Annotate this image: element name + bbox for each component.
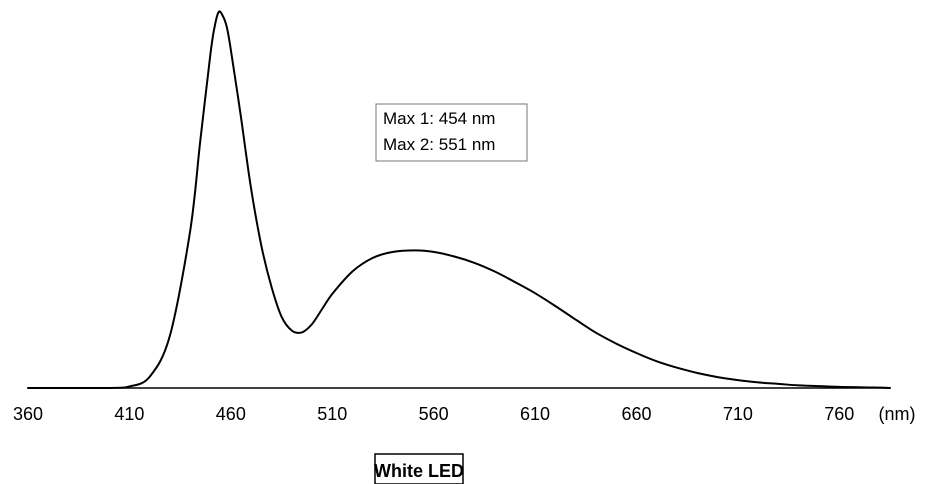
x-tick-label: 410 bbox=[114, 404, 144, 424]
max1-annotation: Max 1: 454 nm bbox=[383, 109, 495, 128]
chart-title-border bbox=[374, 453, 464, 484]
spectrum-curve bbox=[27, 10, 891, 390]
x-tick-label: 760 bbox=[824, 404, 854, 424]
x-tick-labels: 360 410 460 510 560 610 660 710 760 bbox=[13, 404, 854, 424]
chart-title-box: White LED bbox=[374, 453, 464, 484]
x-tick-label: 560 bbox=[419, 404, 449, 424]
chart-title: White LED bbox=[374, 461, 464, 481]
x-axis-unit-label: (nm) bbox=[879, 404, 916, 424]
x-tick-label: 610 bbox=[520, 404, 550, 424]
max-annotation-box: Max 1: 454 nm Max 2: 551 nm bbox=[375, 103, 528, 162]
max-annotation-border bbox=[375, 103, 528, 162]
max2-annotation: Max 2: 551 nm bbox=[383, 135, 495, 154]
x-tick-label: 360 bbox=[13, 404, 43, 424]
x-tick-label: 460 bbox=[216, 404, 246, 424]
x-tick-label: 710 bbox=[723, 404, 753, 424]
x-tick-label: 660 bbox=[621, 404, 651, 424]
x-tick-label: 510 bbox=[317, 404, 347, 424]
